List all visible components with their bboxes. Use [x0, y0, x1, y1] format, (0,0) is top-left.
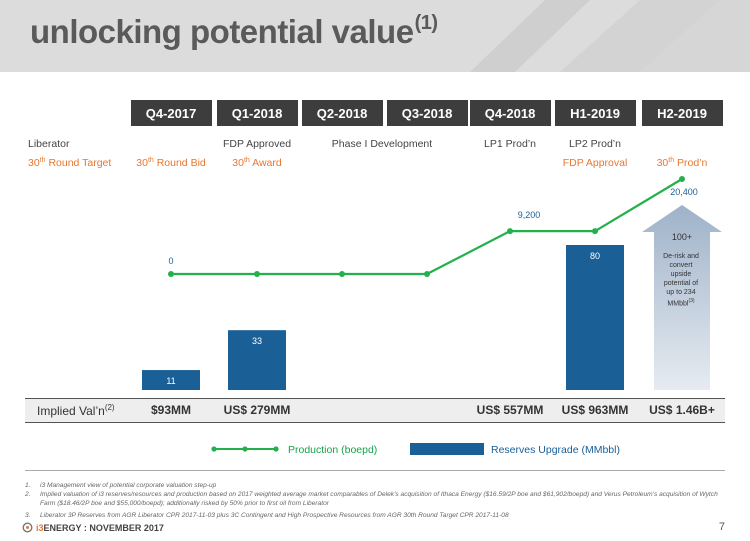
valuation-row — [25, 398, 725, 423]
legend-bar-swatch — [410, 443, 484, 455]
quarter-header: Q4-2017 — [130, 100, 212, 126]
annotation-line: upside — [670, 271, 692, 278]
footnote: 3. Liberator 3P Reserves from AGR Liberat… — [25, 512, 509, 519]
quarter-header: H2-2019 — [641, 100, 723, 126]
footnote: 1. i3 Management view of potential corpor… — [25, 482, 217, 489]
upside-arrow-bar — [642, 205, 722, 390]
annotation-line: De-risk and — [663, 253, 699, 260]
page-number: 7 — [718, 521, 725, 533]
valuation-value: US$ 279MM — [223, 403, 291, 417]
annotation-line: convert — [669, 262, 693, 269]
annotation-line: potential of — [663, 280, 699, 287]
valuation-value: US$ 1.46B+ — [649, 403, 715, 417]
quarter-header: Q2-2018 — [301, 100, 383, 126]
line-data-label: 20,400 — [670, 187, 698, 197]
annotation-line: MMbbl(3) — [667, 298, 695, 308]
legend-bar-label: Reserves Upgrade (MMbbl) — [491, 444, 620, 456]
production-point — [339, 271, 345, 277]
bar-data-label: 33 — [252, 336, 262, 346]
line-data-label: 0 — [168, 256, 173, 266]
production-point — [507, 228, 513, 235]
header-band: unlocking potential value(1) — [0, 0, 750, 72]
footnote-divider — [25, 470, 725, 471]
bar-data-label: 80 — [590, 251, 600, 261]
legend-line-swatch — [211, 446, 279, 452]
chevron-decoration — [470, 0, 750, 72]
bar-data-label: 11 — [166, 376, 175, 386]
reserves-bar — [566, 245, 624, 390]
milestone-label: 30th Award — [232, 157, 282, 169]
bar-data-label: 100+ — [672, 232, 692, 242]
milestone-label: Liberator — [28, 138, 70, 150]
upside-annotation: De-risk and convert upside potential of up t… — [656, 252, 706, 308]
milestone-label: LP2 Prod’n — [569, 138, 621, 150]
reserves-bar — [228, 330, 286, 390]
milestone-label: 30th Prod’n — [656, 157, 708, 169]
production-point — [424, 271, 430, 277]
quarter-header: Q4-2018 — [469, 100, 551, 126]
valuation-value: US$ 557MM — [476, 403, 544, 417]
valuation-value: US$ 963MM — [561, 403, 629, 417]
logo-icon — [22, 522, 33, 533]
page-title: unlocking potential value(1) — [30, 12, 438, 50]
footer-brand: i3 ENERGY : NOVEMBER 2017 — [22, 522, 164, 533]
valuation-label: Implied Val’n(2) — [37, 403, 115, 418]
production-point — [254, 271, 260, 277]
footnote: 2. Implied valuation of i3 reserves/resou… — [25, 491, 718, 507]
milestone-label: 30th Round Bid — [136, 157, 206, 169]
valuation-value: $93MM — [150, 403, 192, 417]
quarter-header: Q1-2018 — [216, 100, 298, 126]
annotation-line: up to 234 — [666, 289, 696, 296]
quarter-header: Q3-2018 — [386, 100, 468, 126]
production-point — [168, 271, 174, 277]
milestone-label: FDP Approval — [562, 157, 628, 169]
quarter-header: H1-2019 — [554, 100, 636, 126]
milestone-label: 30th Round Target — [28, 157, 112, 169]
production-point — [679, 176, 685, 182]
line-data-label: 9,200 — [518, 210, 541, 220]
legend-line-label: Production (boepd) — [288, 444, 378, 456]
reserves-bar — [142, 370, 200, 390]
milestone-label: FDP Approved — [222, 138, 292, 150]
milestone-label: Phase I Development — [331, 138, 433, 150]
production-point — [592, 228, 598, 235]
milestone-label: LP1 Prod’n — [484, 138, 536, 150]
